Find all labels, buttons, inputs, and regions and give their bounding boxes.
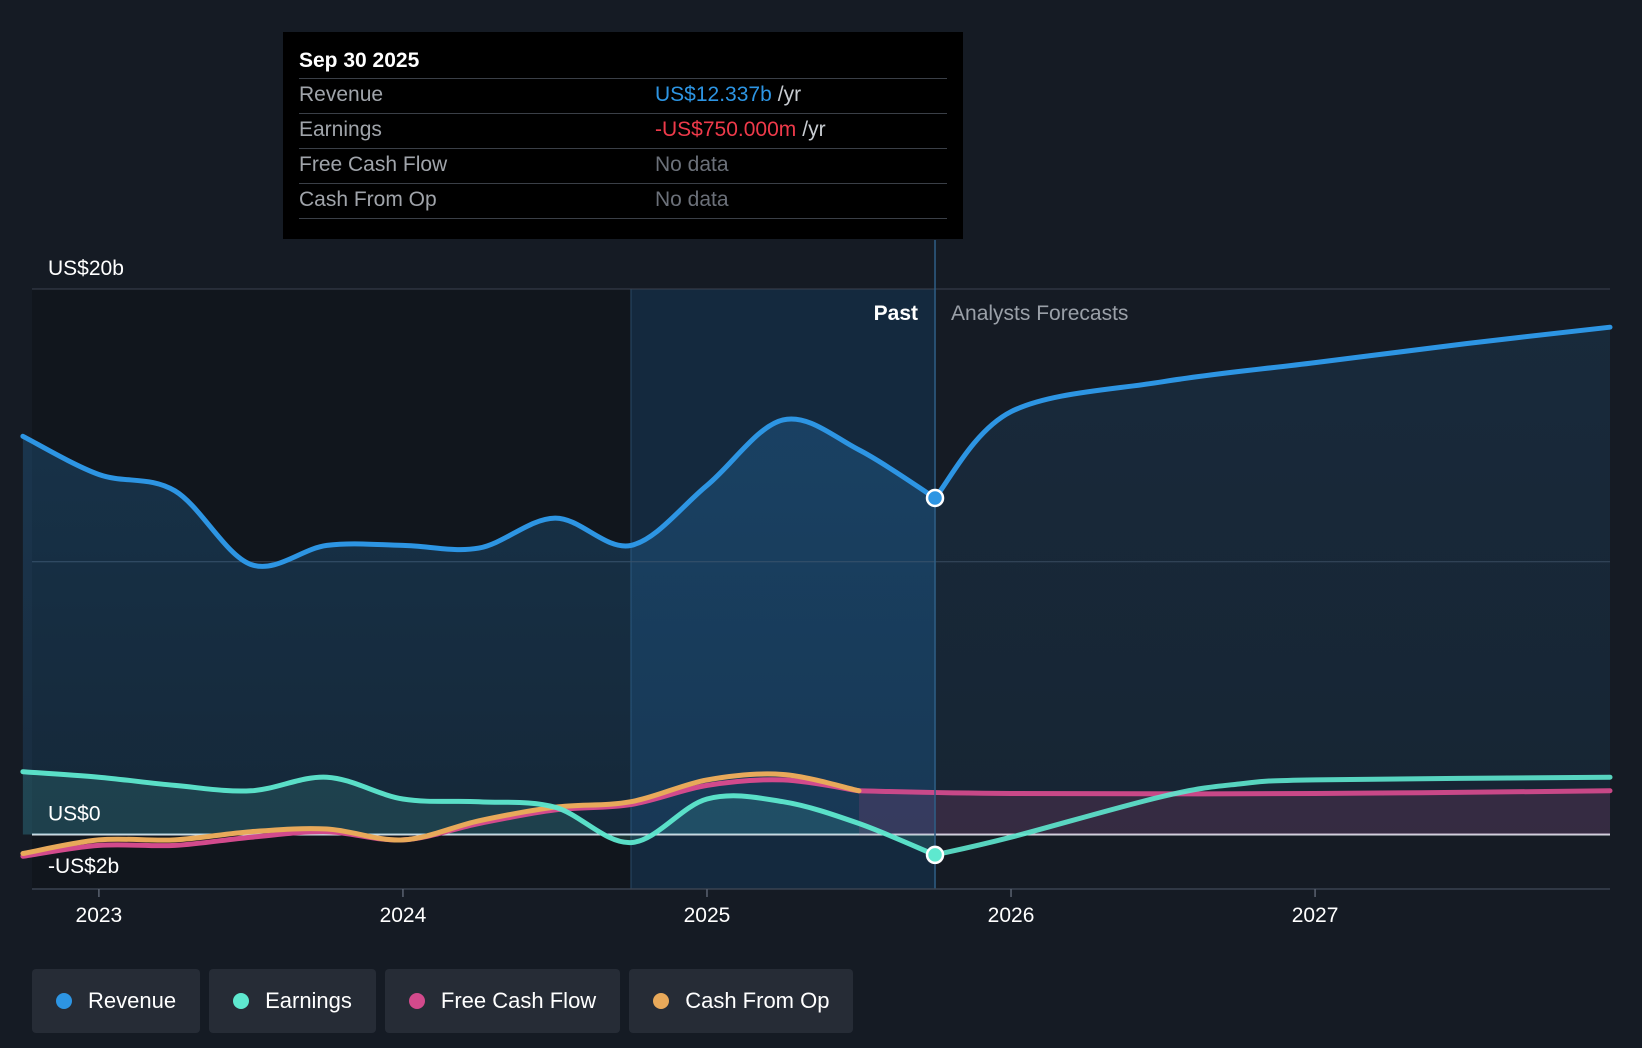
tooltip-value: US$12.337b <box>655 83 772 106</box>
legend-label: Earnings <box>265 988 352 1013</box>
legend-item-earnings[interactable]: Earnings <box>209 969 376 1033</box>
past-label: Past <box>874 302 918 325</box>
y-tick-label: -US$2b <box>48 855 119 878</box>
forecast-label: Analysts Forecasts <box>951 302 1128 325</box>
tooltip-label: Free Cash Flow <box>299 153 448 176</box>
legend-dot-icon <box>233 993 250 1009</box>
tooltip-value: -US$750.000m <box>655 118 797 141</box>
tooltip-row-revenue: Revenue US$12.337b /yr <box>299 78 947 113</box>
x-tick-label: 2027 <box>1292 904 1339 927</box>
legend-dot-icon <box>56 993 72 1009</box>
x-tick-label: 2025 <box>684 904 731 927</box>
tooltip-row-free-cash-flow: Free Cash Flow No data <box>299 148 947 183</box>
earnings-line-past <box>20 769 938 858</box>
tooltip-label: Cash From Op <box>299 188 437 211</box>
earnings-line-forecast <box>932 774 1613 858</box>
earnings-marker <box>925 845 945 865</box>
chart-legend: Revenue Earnings Free Cash Flow Cash Fro… <box>32 969 854 1033</box>
revenue-area-past <box>22 418 936 835</box>
legend-label: Free Cash Flow <box>440 988 597 1013</box>
tooltip-unit: /yr <box>802 118 826 141</box>
x-tick-label: 2026 <box>988 904 1035 927</box>
legend-label: Cash From Op <box>685 988 830 1013</box>
legend-item-cash-from-op[interactable]: Cash From Op <box>629 969 854 1033</box>
legend-dot-icon <box>408 993 425 1009</box>
tooltip-row-earnings: Earnings -US$750.000m /yr <box>299 113 947 148</box>
x-tick-label: 2023 <box>76 904 123 927</box>
fcf-area-forecast <box>859 790 1610 835</box>
revenue-line-forecast <box>932 324 1613 501</box>
tooltip-value: No data <box>655 188 729 211</box>
revenue-line-past <box>20 416 938 569</box>
tooltip-date: Sep 30 2025 <box>299 49 420 72</box>
tooltip-label: Earnings <box>299 118 382 141</box>
tooltip-unit: /yr <box>777 83 802 106</box>
x-tick-label: 2024 <box>380 904 427 927</box>
cfo-line-past <box>20 771 862 856</box>
tooltip-value: No data <box>655 153 729 176</box>
tooltip-label: Revenue <box>299 83 384 106</box>
tooltip-row-cash-from-op: Cash From Op No data <box>299 183 947 219</box>
y-tick-label: US$0 <box>48 802 101 825</box>
hover-tooltip: Sep 30 2025 Revenue US$12.337b /yr Earni… <box>283 32 963 239</box>
legend-dot-icon <box>653 993 670 1009</box>
revenue-area-forecast <box>935 327 1610 835</box>
legend-item-free-cash-flow[interactable]: Free Cash Flow <box>384 969 621 1033</box>
legend-label: Revenue <box>88 988 177 1013</box>
revenue-marker <box>925 488 945 508</box>
y-tick-label: US$20b <box>48 257 124 280</box>
fcf-line-forecast <box>856 788 1613 797</box>
legend-item-revenue[interactable]: Revenue <box>32 969 201 1033</box>
